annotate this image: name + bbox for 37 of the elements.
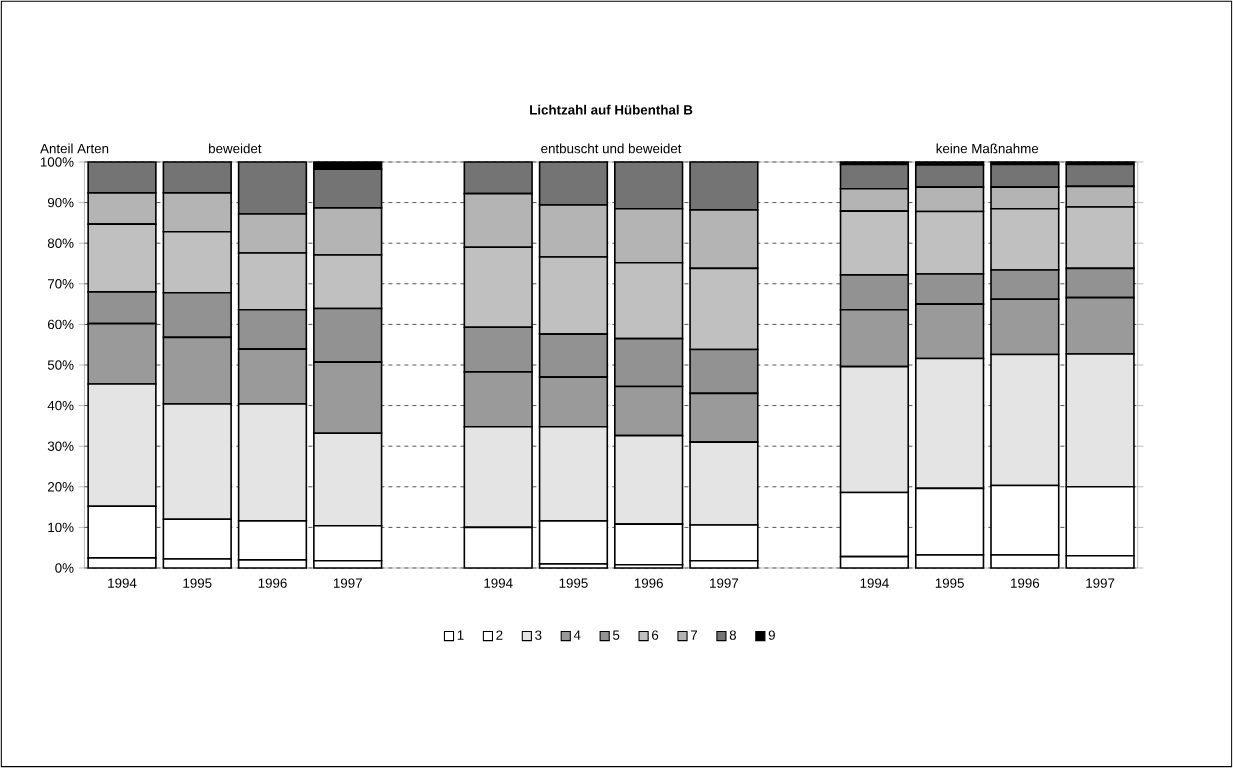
x-tick-label: 1994 xyxy=(108,578,137,588)
legend-label: 4 xyxy=(573,630,581,640)
legend-label: 3 xyxy=(535,630,542,640)
legend-label: 1 xyxy=(457,630,464,640)
y-tick-label: 30% xyxy=(47,441,74,451)
y-tick-label: 10% xyxy=(48,522,74,533)
text: entbuscht und beweidet xyxy=(541,143,682,154)
y-tick-label: 40% xyxy=(47,400,74,411)
legend-label: 5 xyxy=(612,630,620,640)
legend-label: 7 xyxy=(690,630,698,640)
y-tick-label: 50% xyxy=(47,360,74,370)
y-tick-label: 20% xyxy=(47,482,74,492)
x-tick-label: 1996 xyxy=(634,578,663,588)
y-tick-label: 100% xyxy=(40,157,74,167)
y-tick-label: 0% xyxy=(55,563,74,573)
y-tick-label: 60% xyxy=(47,319,74,330)
y-tick-label: 80% xyxy=(47,238,74,248)
x-tick-label: 1996 xyxy=(1011,578,1040,588)
x-tick-label: 1997 xyxy=(710,578,739,588)
x-tick-label: 1994 xyxy=(860,578,889,588)
x-tick-label: 1994 xyxy=(484,578,513,588)
legend-label: 8 xyxy=(729,630,737,640)
y-axis-title: Anteil Arten xyxy=(40,143,109,154)
legend-label: 6 xyxy=(652,630,659,640)
legend-label: 2 xyxy=(496,630,503,640)
x-tick-label: 1996 xyxy=(258,578,287,588)
x-tick-label: 1997 xyxy=(1086,578,1115,588)
y-tick-label: 70% xyxy=(47,279,74,289)
text: keine Maßnahme xyxy=(936,143,1039,154)
x-tick-label: 1995 xyxy=(935,578,964,588)
x-tick-label: 1995 xyxy=(183,578,212,588)
x-tick-label: 1997 xyxy=(333,578,362,588)
text: beweidet xyxy=(209,143,262,154)
y-tick-label: 90% xyxy=(47,197,74,208)
chart-title: Lichtzahl auf Hübenthal B xyxy=(530,104,693,115)
legend-label: 9 xyxy=(768,630,775,640)
x-tick-label: 1995 xyxy=(559,578,588,588)
